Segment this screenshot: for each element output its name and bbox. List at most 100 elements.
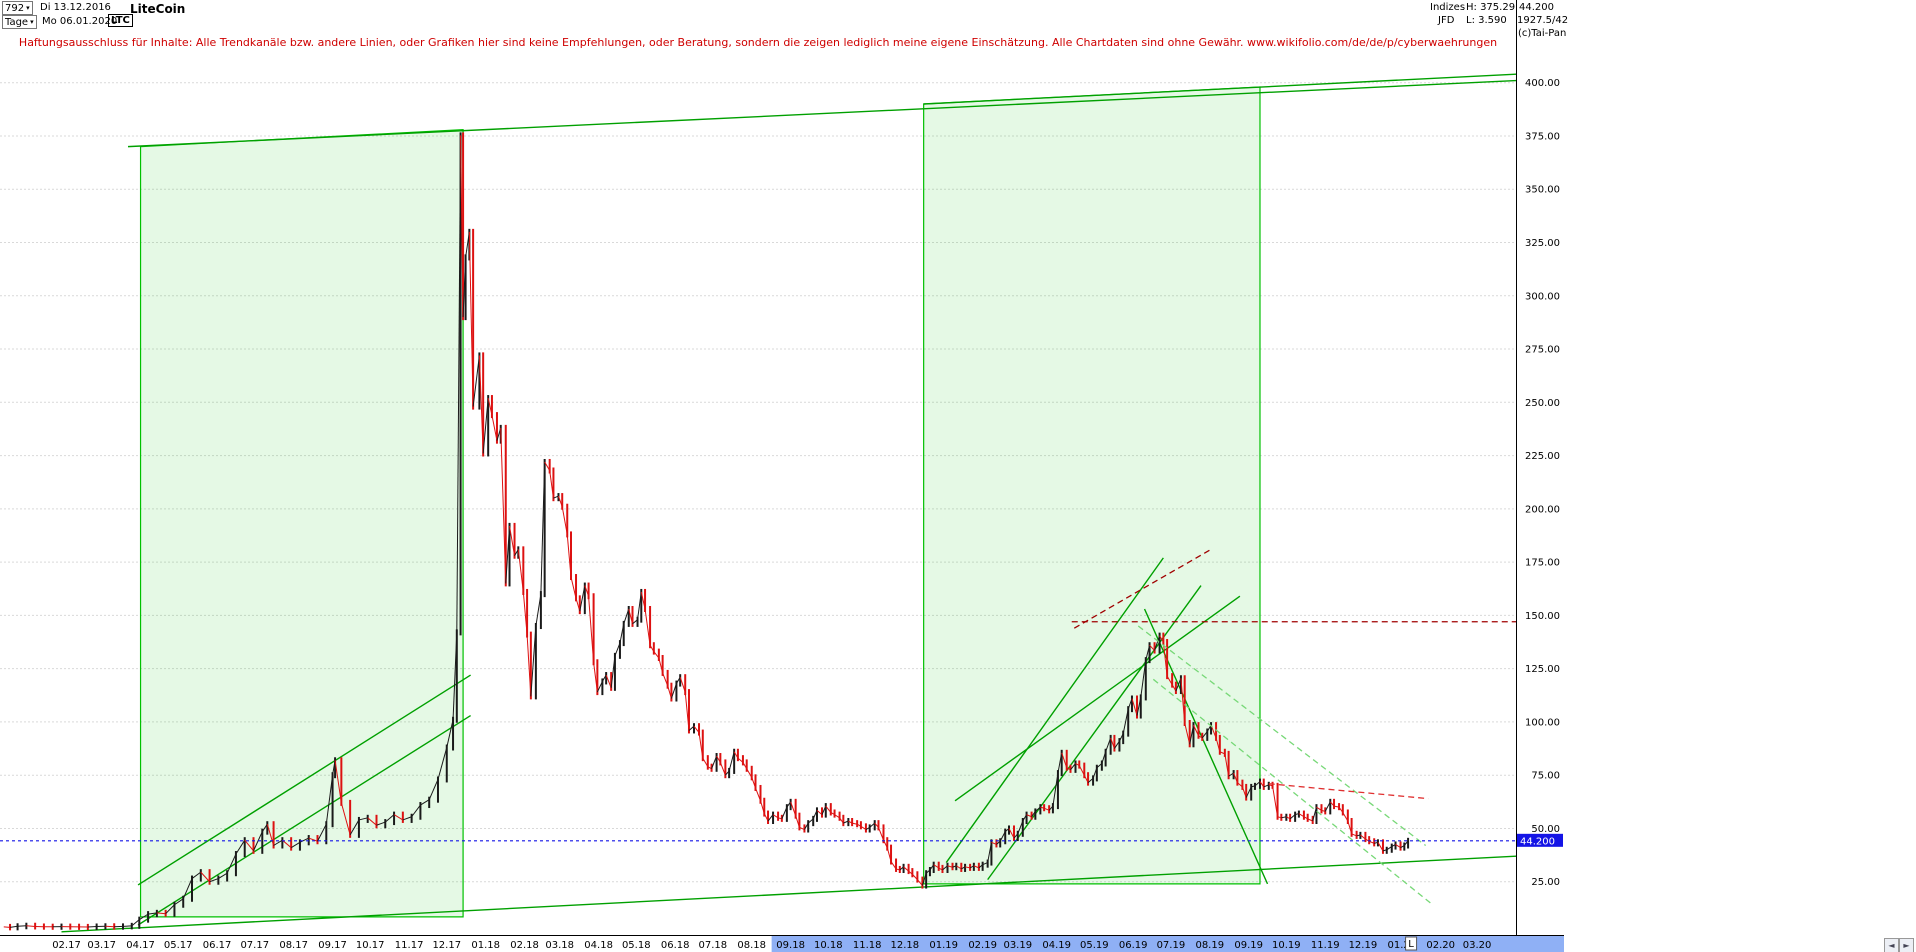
trendline-2019-steep-1 <box>945 557 1164 863</box>
price-segment <box>209 878 219 883</box>
price-segment <box>420 799 430 806</box>
y-tick-label: 75.00 <box>1531 771 1560 782</box>
x-tick-label: 02.20 <box>1426 940 1455 951</box>
price-segment <box>358 817 368 821</box>
price-segment <box>411 804 421 818</box>
trend-box-2017 <box>139 128 464 918</box>
price-segment <box>131 919 140 927</box>
price-segment <box>148 912 157 915</box>
price-series <box>3 132 1410 931</box>
symbol-badge: LTC <box>108 14 133 27</box>
x-tick-label: 01.20 <box>1387 940 1416 951</box>
x-tick-label: 06.18 <box>661 940 690 951</box>
x-axis-highlight <box>771 936 1564 952</box>
x-tick-label: 10.19 <box>1272 940 1301 951</box>
period-dropdown[interactable]: Tage ▾ <box>2 15 37 29</box>
chart-start-date: Di 13.12.2016 <box>40 2 111 13</box>
x-tick-label: 11.17 <box>395 940 424 951</box>
x-tick-label: 02.18 <box>510 940 539 951</box>
price-segment <box>428 779 439 800</box>
price-segment <box>182 878 193 899</box>
range-info: 1927.5/42 <box>1517 15 1569 26</box>
scroll-right-button[interactable]: ► <box>1899 938 1914 952</box>
x-tick-label: 07.18 <box>699 940 728 951</box>
price-segment <box>165 904 175 915</box>
bars-count-dropdown[interactable]: 792 ▾ <box>2 1 33 15</box>
trend-lines <box>61 73 1517 933</box>
price-segment <box>437 747 448 780</box>
y-tick-label: 325.00 <box>1525 238 1560 249</box>
price-segment <box>87 925 97 928</box>
y-tick-label: 125.00 <box>1525 664 1560 675</box>
price-segment <box>218 872 228 879</box>
channel-2017-lower <box>137 714 471 926</box>
trendline-2019-mid <box>954 595 1241 802</box>
price-segment <box>317 823 327 842</box>
x-tick-label: 03.19 <box>1003 940 1032 951</box>
price-segment <box>9 925 18 928</box>
price-segment <box>282 839 292 849</box>
gridlines: 400.00 375.00 350.00 325.00 300.00 275.00 250.… <box>0 78 1560 888</box>
low-value: L: 3.590 <box>1466 15 1507 26</box>
x-tick-label: 09.19 <box>1234 940 1263 951</box>
x-tick-label: 01.19 <box>929 940 958 951</box>
y-tick-label: 150.00 <box>1525 611 1560 622</box>
price-segment <box>334 760 342 803</box>
red-falling-dashed <box>1268 783 1429 800</box>
bars-count-value: 792 <box>5 2 25 14</box>
trend-box-2019 <box>923 86 1261 885</box>
dashed-lines <box>1071 548 1516 906</box>
price-segment <box>174 898 184 906</box>
x-tick-label: 02.17 <box>52 940 81 951</box>
x-tick-label: 04.17 <box>126 940 155 951</box>
y-tick-label: 225.00 <box>1525 451 1560 462</box>
price-segment <box>26 925 36 927</box>
price-segment <box>191 871 202 879</box>
price-segment <box>367 817 377 826</box>
y-tick-label: 375.00 <box>1525 131 1560 142</box>
x-tick-label: 10.17 <box>356 940 385 951</box>
x-tick-label: 12.17 <box>432 940 461 951</box>
x-tick-label: 06.19 <box>1119 940 1148 951</box>
y-tick-label: 400.00 <box>1525 78 1560 89</box>
price-segment <box>299 837 309 843</box>
price-segment <box>226 853 237 874</box>
x-tick-label: 05.19 <box>1080 940 1109 951</box>
x-tick-label: 02.19 <box>968 940 997 951</box>
chart-title: LiteCoin <box>130 2 186 16</box>
x-tick-label: 03.17 <box>87 940 116 951</box>
channel-2017-upper <box>137 674 471 886</box>
scroll-left-button[interactable]: ◄ <box>1884 938 1899 952</box>
y-tick-label: 100.00 <box>1525 717 1560 728</box>
long-upper-trendline-2 <box>923 73 1517 105</box>
trend-boxes <box>139 86 1261 918</box>
x-tick-label: 07.17 <box>240 940 269 951</box>
price-segment <box>446 719 454 748</box>
long-term-support <box>61 855 1517 933</box>
price-segment <box>253 831 263 852</box>
price-segment <box>266 824 275 846</box>
y-tick-label: 250.00 <box>1525 398 1560 409</box>
price-segment <box>384 814 395 823</box>
price-segment <box>349 819 360 836</box>
x-tick-label: 10.18 <box>814 940 843 951</box>
x-tick-label: 03.18 <box>545 940 574 951</box>
price-segment <box>200 871 210 883</box>
x-tick-label: 12.18 <box>891 940 920 951</box>
price-segment <box>290 841 301 849</box>
price-segment <box>244 839 254 852</box>
x-tick-label: 09.17 <box>318 940 347 951</box>
x-tick-label: 01.18 <box>471 940 500 951</box>
x-tick-label: 08.17 <box>279 940 308 951</box>
chevron-down-icon: ▾ <box>26 3 30 12</box>
red-rising-dashed <box>1073 548 1212 629</box>
x-tick-label: 11.18 <box>853 940 882 951</box>
last-price-top: 44.200 <box>1519 2 1554 13</box>
price-segment <box>273 839 283 846</box>
x-tick-label: 08.19 <box>1195 940 1224 951</box>
price-segment <box>139 913 149 921</box>
price-segment <box>325 775 334 825</box>
x-tick-label: 04.18 <box>584 940 613 951</box>
